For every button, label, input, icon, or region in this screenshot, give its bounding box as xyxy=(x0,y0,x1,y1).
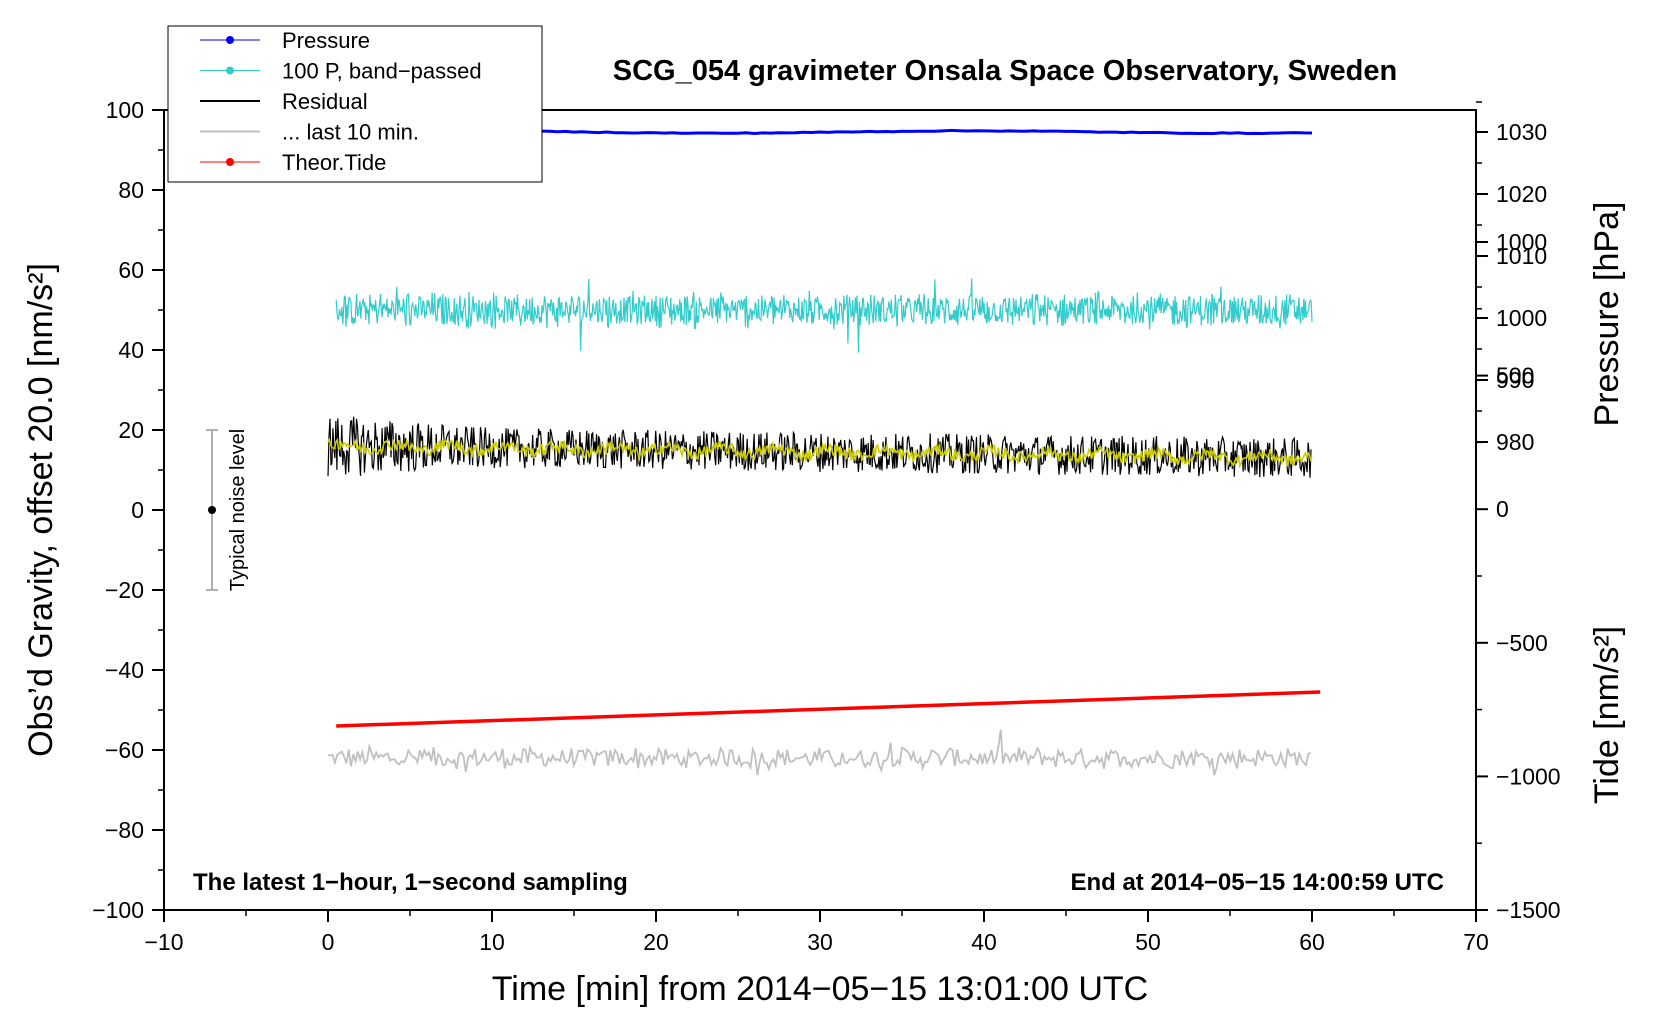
legend-box xyxy=(167,25,543,183)
y-tick-label: 100 xyxy=(106,97,144,123)
pressure-tick-label: 980 xyxy=(1496,429,1534,455)
tide-tick-label: 0 xyxy=(1496,496,1509,522)
y-axis-label-pressure: Pressure [hPa] xyxy=(1588,202,1626,427)
legend-label: Residual xyxy=(282,89,368,114)
pressure-tick-label: 1000 xyxy=(1496,305,1547,331)
y-tick-label: 60 xyxy=(118,257,144,283)
x-tick-label: −10 xyxy=(144,929,183,955)
y-tick-label: −20 xyxy=(105,577,144,603)
x-axis-label: Time [min] from 2014−05−15 13:01:00 UTC xyxy=(492,970,1148,1008)
legend-label: 100 P, band−passed xyxy=(282,59,482,84)
y-axis-label-tide: Tide [nm/s²] xyxy=(1588,626,1626,804)
x-tick-label: 50 xyxy=(1135,929,1161,955)
legend-marker xyxy=(226,158,234,166)
tide-tick-label: 500 xyxy=(1496,363,1534,389)
noise-level-indicator: Typical noise level xyxy=(206,429,249,591)
series-residual xyxy=(327,416,1312,478)
x-tick-label: 30 xyxy=(807,929,833,955)
y-tick-label: 0 xyxy=(131,497,144,523)
noise-level-label: Typical noise level xyxy=(227,429,249,591)
series-layer xyxy=(327,128,1321,776)
legend-label: ... last 10 min. xyxy=(282,120,419,145)
legend-marker xyxy=(226,66,234,75)
series-residual-smoothed xyxy=(327,437,1313,469)
annotation-sampling: The latest 1−hour, 1−second sampling xyxy=(193,869,628,896)
annotation-end-time: End at 2014−05−15 14:00:59 UTC xyxy=(1070,869,1444,896)
series-theoretical-tide xyxy=(336,690,1321,728)
x-tick-label: 40 xyxy=(971,929,997,955)
x-tick-label: 10 xyxy=(479,929,505,955)
tide-tick-label: −1000 xyxy=(1496,763,1561,789)
legend-marker xyxy=(226,36,234,44)
pressure-tick-label: 990 xyxy=(1496,367,1534,393)
x-tick-label: 70 xyxy=(1463,929,1489,955)
tide-tick-label: −1500 xyxy=(1496,897,1561,923)
y-tick-label: 20 xyxy=(118,417,144,443)
chart-title: SCG_054 gravimeter Onsala Space Observat… xyxy=(613,55,1397,87)
legend-label: Theor.Tide xyxy=(282,150,386,175)
y-tick-label: 40 xyxy=(118,337,144,363)
legend-label: Pressure xyxy=(282,28,370,53)
legend: Pressure 100 P, band−passed Residual ... la… xyxy=(167,25,543,183)
series-last-10-min xyxy=(327,729,1311,776)
y-tick-label: −60 xyxy=(105,737,144,763)
series-band-passed-pressure xyxy=(335,278,1313,353)
legend-entries: Pressure 100 P, band−passed Residual ... la… xyxy=(200,28,482,175)
x-tick-label: 60 xyxy=(1299,929,1325,955)
y-tick-label: −100 xyxy=(92,897,144,923)
x-tick-label: 20 xyxy=(643,929,669,955)
x-tick-label: 0 xyxy=(322,929,335,955)
y-tick-label: 80 xyxy=(118,177,144,203)
pressure-tick-label: 1020 xyxy=(1496,181,1547,207)
y-tick-label: −80 xyxy=(105,817,144,843)
axes-layer: −10 0 10 20 30 40 50 60 70100806040200−20−40−60−… xyxy=(92,97,1560,955)
tide-tick-label: 1000 xyxy=(1496,229,1547,255)
tide-tick-label: −500 xyxy=(1496,630,1548,656)
pressure-tick-label: 1010 xyxy=(1496,243,1547,269)
pressure-tick-label: 1030 xyxy=(1496,119,1547,145)
y-axis-label-gravity: Obs’d Gravity, offset 20.0 [nm/s²] xyxy=(22,263,60,757)
y-tick-label: −40 xyxy=(105,657,144,683)
noise-level-center xyxy=(208,506,216,514)
